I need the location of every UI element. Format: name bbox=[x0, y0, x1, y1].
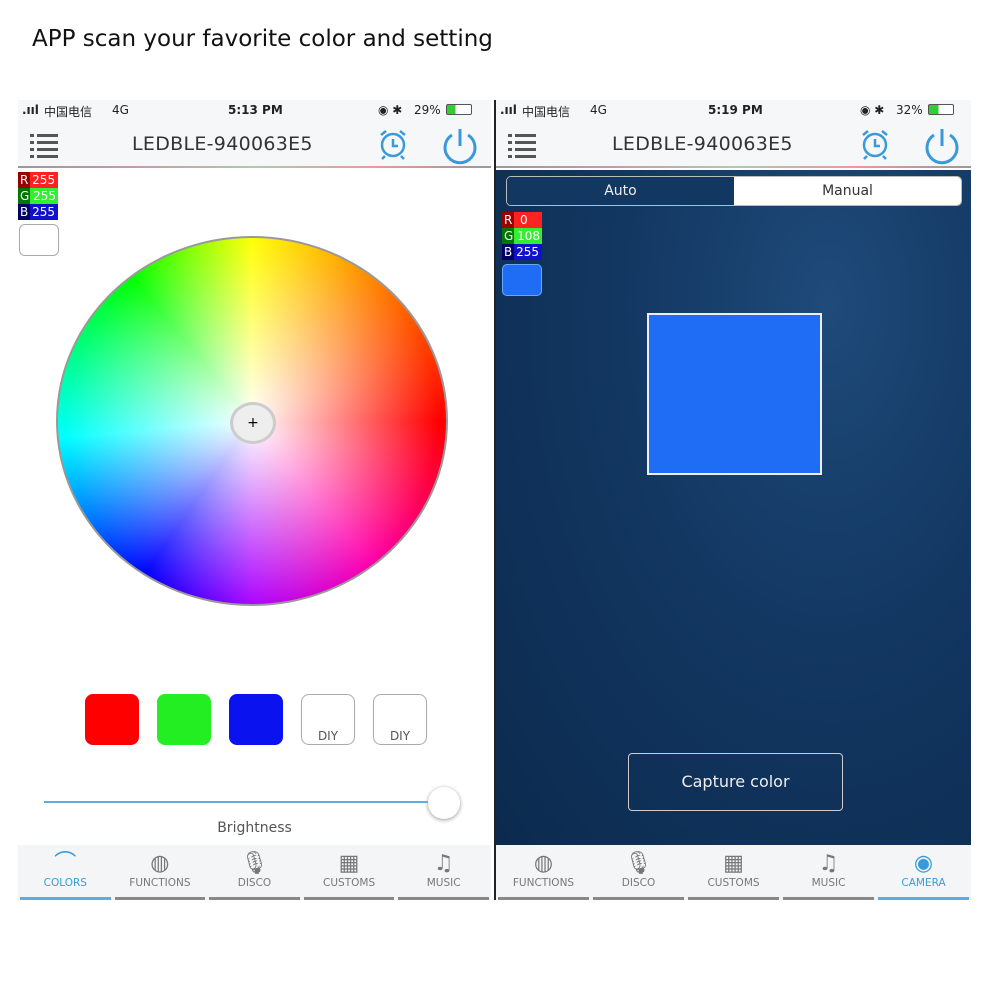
signal-icon: .ııl bbox=[500, 103, 517, 117]
color-wheel[interactable] bbox=[56, 236, 448, 606]
tab-colors[interactable]: ⌒ COLORS bbox=[20, 845, 111, 900]
tab-label: FUNCTIONS bbox=[512, 877, 575, 889]
power-icon[interactable] bbox=[922, 125, 962, 165]
tab-label: CUSTOMS bbox=[323, 877, 376, 889]
wheel-picker-handle[interactable]: + bbox=[230, 402, 276, 444]
tab-label: CUSTOMS bbox=[707, 877, 760, 889]
tab-music[interactable]: ♫ MUSIC bbox=[398, 845, 489, 900]
tab-label: FUNCTIONS bbox=[129, 877, 191, 889]
alarm-icon[interactable] bbox=[376, 127, 410, 161]
signal-icon: .ııl bbox=[22, 103, 39, 117]
status-bar: .ııl 中国电信 4G 5:13 PM ◉ ✱ 29% bbox=[18, 100, 491, 120]
network: 4G bbox=[590, 103, 607, 117]
striped-circle-icon: ◍ bbox=[150, 851, 170, 876]
webcam-icon: ◉ bbox=[913, 851, 934, 876]
diy-preset-button[interactable]: DIY bbox=[301, 694, 355, 745]
alarm-icon[interactable] bbox=[858, 127, 892, 161]
battery-icon bbox=[928, 104, 954, 115]
tab-disco[interactable]: 🎙 DISCO bbox=[593, 845, 684, 900]
battery-percent: 29% bbox=[414, 103, 441, 117]
bluetooth-icon: ◉ ✱ bbox=[860, 103, 885, 117]
microphone-icon: 🎙 bbox=[624, 851, 653, 876]
device-title: LEDBLE-940063E5 bbox=[132, 133, 313, 155]
tab-label: COLORS bbox=[43, 877, 87, 889]
color-preset-button[interactable] bbox=[85, 694, 139, 745]
rgb-readout: R 255 G 255 B 255 bbox=[18, 172, 58, 220]
tab-music[interactable]: ♫ MUSIC bbox=[783, 845, 874, 900]
mode-segment: Auto Manual bbox=[506, 176, 962, 206]
music-note-icon: ♫ bbox=[818, 851, 839, 876]
red-value: 255 bbox=[32, 173, 56, 187]
green-value: 108 bbox=[517, 229, 541, 243]
power-icon[interactable] bbox=[440, 125, 480, 165]
time: 5:19 PM bbox=[708, 103, 763, 117]
menu-icon[interactable] bbox=[30, 134, 58, 158]
bluetooth-icon: ◉ ✱ bbox=[378, 103, 403, 117]
device-title: LEDBLE-940063E5 bbox=[612, 133, 793, 155]
tab-label: MUSIC bbox=[426, 877, 461, 889]
color-preset-button[interactable] bbox=[157, 694, 211, 745]
auto-tab[interactable]: Auto bbox=[507, 177, 734, 205]
tab-customs[interactable]: ▦ CUSTOMS bbox=[303, 845, 395, 900]
music-note-icon: ♫ bbox=[433, 851, 454, 876]
blue-value: 255 bbox=[516, 245, 539, 259]
carrier: 中国电信 bbox=[522, 105, 571, 119]
red-value: 0 bbox=[519, 213, 528, 227]
brightness-slider-knob[interactable] bbox=[428, 787, 460, 819]
microphone-icon: 🎙 bbox=[240, 851, 269, 876]
caption: APP scan your favorite color and setting bbox=[32, 26, 493, 52]
grid-icon: ▦ bbox=[338, 851, 360, 876]
grid-icon: ▦ bbox=[723, 851, 744, 876]
manual-tab[interactable]: Manual bbox=[734, 177, 961, 205]
diy-preset-button[interactable]: DIY bbox=[373, 694, 427, 745]
network: 4G bbox=[112, 103, 129, 117]
carrier: 中国电信 bbox=[44, 105, 93, 119]
capture-color-button[interactable]: Capture color bbox=[628, 753, 843, 811]
tab-camera[interactable]: ◉ CAMERA bbox=[878, 845, 969, 900]
status-bar: .ııl 中国电信 4G 5:19 PM ◉ ✱ 32% bbox=[496, 100, 971, 120]
app-header: LEDBLE-940063E5 bbox=[496, 120, 971, 168]
tab-customs[interactable]: ▦ CUSTOMS bbox=[688, 845, 779, 900]
battery-icon bbox=[446, 104, 472, 115]
colors-screen: .ııl 中国电信 4G 5:13 PM ◉ ✱ 29% LEDBLE-9400… bbox=[18, 100, 491, 900]
rainbow-icon: ⌒ bbox=[54, 851, 77, 876]
time: 5:13 PM bbox=[228, 103, 283, 117]
tab-functions[interactable]: ◍ FUNCTIONS bbox=[114, 845, 206, 900]
brightness-slider[interactable] bbox=[44, 801, 444, 803]
brightness-label: Brightness bbox=[217, 820, 292, 836]
striped-circle-icon: ◍ bbox=[533, 851, 554, 876]
battery-percent: 32% bbox=[896, 103, 923, 117]
tab-label: MUSIC bbox=[811, 877, 846, 889]
tab-bar: ◍ FUNCTIONS 🎙 DISCO ▦ CUSTOMS ♫ MUSIC ◉ CAMERA bbox=[496, 845, 971, 900]
tab-disco[interactable]: 🎙 DISCO bbox=[209, 845, 300, 900]
current-color-swatch bbox=[502, 264, 542, 296]
capture-target-square bbox=[647, 313, 822, 475]
camera-screen: .ııl 中国电信 4G 5:19 PM ◉ ✱ 32% LEDBLE-9400… bbox=[494, 100, 971, 900]
tab-label: DISCO bbox=[237, 877, 272, 889]
blue-value: 255 bbox=[32, 205, 55, 219]
current-color-swatch bbox=[19, 224, 59, 256]
tab-label: CAMERA bbox=[901, 877, 946, 889]
color-preset-button[interactable] bbox=[229, 694, 283, 745]
green-value: 255 bbox=[33, 189, 57, 203]
menu-icon[interactable] bbox=[508, 134, 536, 158]
camera-view bbox=[496, 170, 971, 845]
app-header: LEDBLE-940063E5 bbox=[18, 120, 491, 168]
tab-functions[interactable]: ◍ FUNCTIONS bbox=[498, 845, 589, 900]
tab-bar: ⌒ COLORS ◍ FUNCTIONS 🎙 DISCO ▦ CUSTOMS ♫ MUSIC bbox=[18, 845, 491, 900]
rgb-readout: R 0 G 108 B 255 bbox=[502, 212, 542, 260]
tab-label: DISCO bbox=[621, 877, 656, 889]
